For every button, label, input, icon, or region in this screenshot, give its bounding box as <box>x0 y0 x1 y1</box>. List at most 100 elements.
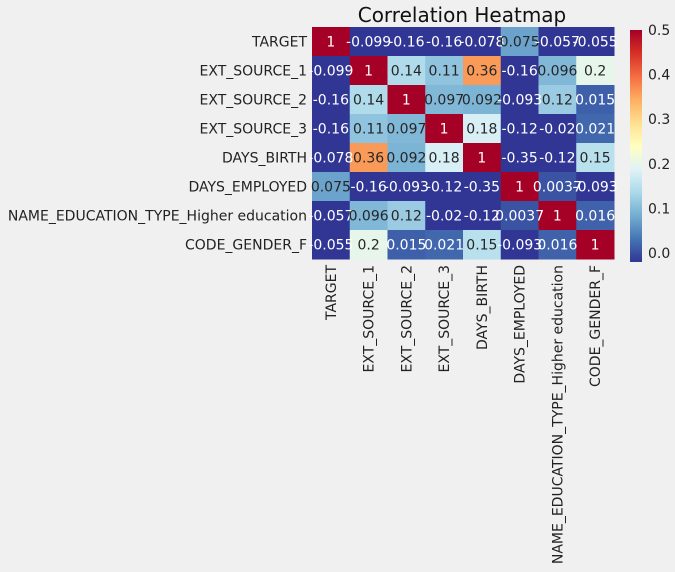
heatmap-cell <box>387 27 426 57</box>
heatmap-cell <box>463 56 502 86</box>
cell-annotation: -0.16 <box>313 122 349 138</box>
heatmap-cell <box>387 114 426 144</box>
heatmap-cell <box>500 143 539 173</box>
row-labels: TARGET EXT_SOURCE_1 EXT_SOURCE_2 EXT_SOURCE… <box>8 35 308 254</box>
cell-annotation: 1 <box>440 122 449 138</box>
heatmap-cell <box>312 114 351 144</box>
heatmap-cell <box>576 143 615 173</box>
heatmap-cell <box>463 27 502 57</box>
cell-annotation: 0.14 <box>353 93 384 109</box>
row-label: TARGET <box>251 35 307 51</box>
heatmap-cell <box>500 230 539 260</box>
heatmap-cell <box>500 27 539 57</box>
heatmap-cell <box>425 114 464 144</box>
heatmap-cell <box>463 172 502 202</box>
heatmap-cell <box>463 114 502 144</box>
cell-annotation: -0.12 <box>464 209 500 225</box>
cell-annotation: 0.12 <box>391 209 422 225</box>
column-label: EXT_SOURCE_3 <box>437 265 453 372</box>
column-label: EXT_SOURCE_1 <box>362 265 378 372</box>
heatmap-cell <box>312 27 351 57</box>
column-label: DAYS_EMPLOYED <box>513 265 529 384</box>
row-label: EXT_SOURCE_3 <box>200 122 307 138</box>
cell-annotation: 1 <box>364 64 373 80</box>
cell-annotation: 0.096 <box>537 64 577 80</box>
cell-annotation: 0.14 <box>391 64 422 80</box>
cell-annotation: 0.18 <box>466 122 497 138</box>
cell-annotation: -0.02 <box>426 209 462 225</box>
cell-annotation: 0.015 <box>575 93 615 109</box>
cell-annotation: 1 <box>477 151 486 167</box>
heatmap-cell <box>500 201 539 231</box>
heatmap-cell <box>538 143 577 173</box>
cell-annotation: -0.16 <box>426 35 462 51</box>
colorbar-tick-label: 0.5 <box>648 23 670 39</box>
heatmap-cell <box>538 201 577 231</box>
heatmap-cell <box>425 27 464 57</box>
heatmap-cell <box>312 172 351 202</box>
cell-annotation: -0.35 <box>464 180 500 196</box>
heatmap-cell <box>425 172 464 202</box>
heatmap-cell <box>500 172 539 202</box>
heatmap-cell <box>538 85 577 115</box>
heatmap-cell <box>538 27 577 57</box>
heatmap-annotations: 1 -0.099-0.16 -0.16-0.0780.075-0.057-0.055… <box>308 35 617 254</box>
cell-annotation: 0.36 <box>466 64 497 80</box>
heatmap-cell <box>576 172 615 202</box>
cell-annotation: 0.092 <box>462 93 502 109</box>
heatmap-cell <box>349 27 388 57</box>
column-label: TARGET <box>324 265 340 321</box>
cell-annotation: 0.11 <box>353 122 384 138</box>
chart-title: Correlation Heatmap <box>358 3 567 27</box>
row-label: NAME_EDUCATION_TYPE_Higher education <box>8 209 307 225</box>
heatmap-cell <box>576 230 615 260</box>
cell-annotation: -0.099 <box>346 35 391 51</box>
cell-annotation: -0.12 <box>426 180 462 196</box>
heatmap-cell <box>349 201 388 231</box>
cell-annotation: -0.35 <box>502 151 538 167</box>
heatmap-cell <box>500 85 539 115</box>
cell-annotation: 1 <box>326 35 335 51</box>
cell-annotation: 1 <box>591 238 600 254</box>
cell-annotation: 0.097 <box>424 93 464 109</box>
heatmap-cell <box>425 143 464 173</box>
heatmap-cell <box>425 85 464 115</box>
cell-annotation: -0.078 <box>308 151 353 167</box>
colorbar-tick-label: 0.2 <box>648 157 670 173</box>
heatmap-cell <box>538 56 577 86</box>
column-label: NAME_EDUCATION_TYPE_Higher education <box>550 265 566 564</box>
cell-annotation: 1 <box>553 209 562 225</box>
cell-annotation: 0.15 <box>466 238 497 254</box>
heatmap-cell <box>425 56 464 86</box>
cell-annotation: 0.021 <box>575 122 615 138</box>
heatmap-cell <box>463 85 502 115</box>
heatmap-cell <box>349 85 388 115</box>
cell-annotation: -0.093 <box>384 180 429 196</box>
heatmap-cell <box>312 56 351 86</box>
cell-annotation: -0.12 <box>502 122 538 138</box>
colorbar-tick-label: 0.4 <box>648 68 670 84</box>
cell-annotation: 0.075 <box>500 35 540 51</box>
heatmap-cell <box>312 85 351 115</box>
heatmap-cell <box>576 56 615 86</box>
heatmap-cell <box>463 230 502 260</box>
cell-annotation: -0.16 <box>313 93 349 109</box>
cell-annotation: -0.055 <box>308 238 353 254</box>
heatmap-cell <box>576 201 615 231</box>
cell-annotation: 0.016 <box>575 209 615 225</box>
cell-annotation: 0.15 <box>580 151 611 167</box>
heatmap-cell <box>312 201 351 231</box>
colorbar-ticks: 0.0 0.1 0.2 0.3 0.4 0.5 <box>648 23 670 262</box>
heatmap-cell <box>387 172 426 202</box>
heatmap-cell <box>463 143 502 173</box>
heatmap-cell <box>463 201 502 231</box>
cell-annotation: -0.02 <box>539 122 575 138</box>
cell-annotation: 0.097 <box>386 122 426 138</box>
heatmap-cell <box>387 143 426 173</box>
cell-annotation: -0.099 <box>308 64 353 80</box>
column-labels: TARGET EXT_SOURCE_1 EXT_SOURCE_2 EXT_SOURCE… <box>324 265 604 565</box>
heatmap-cell <box>500 56 539 86</box>
colorbar-tick-label: 0.3 <box>648 112 670 128</box>
cell-annotation: -0.078 <box>459 35 504 51</box>
